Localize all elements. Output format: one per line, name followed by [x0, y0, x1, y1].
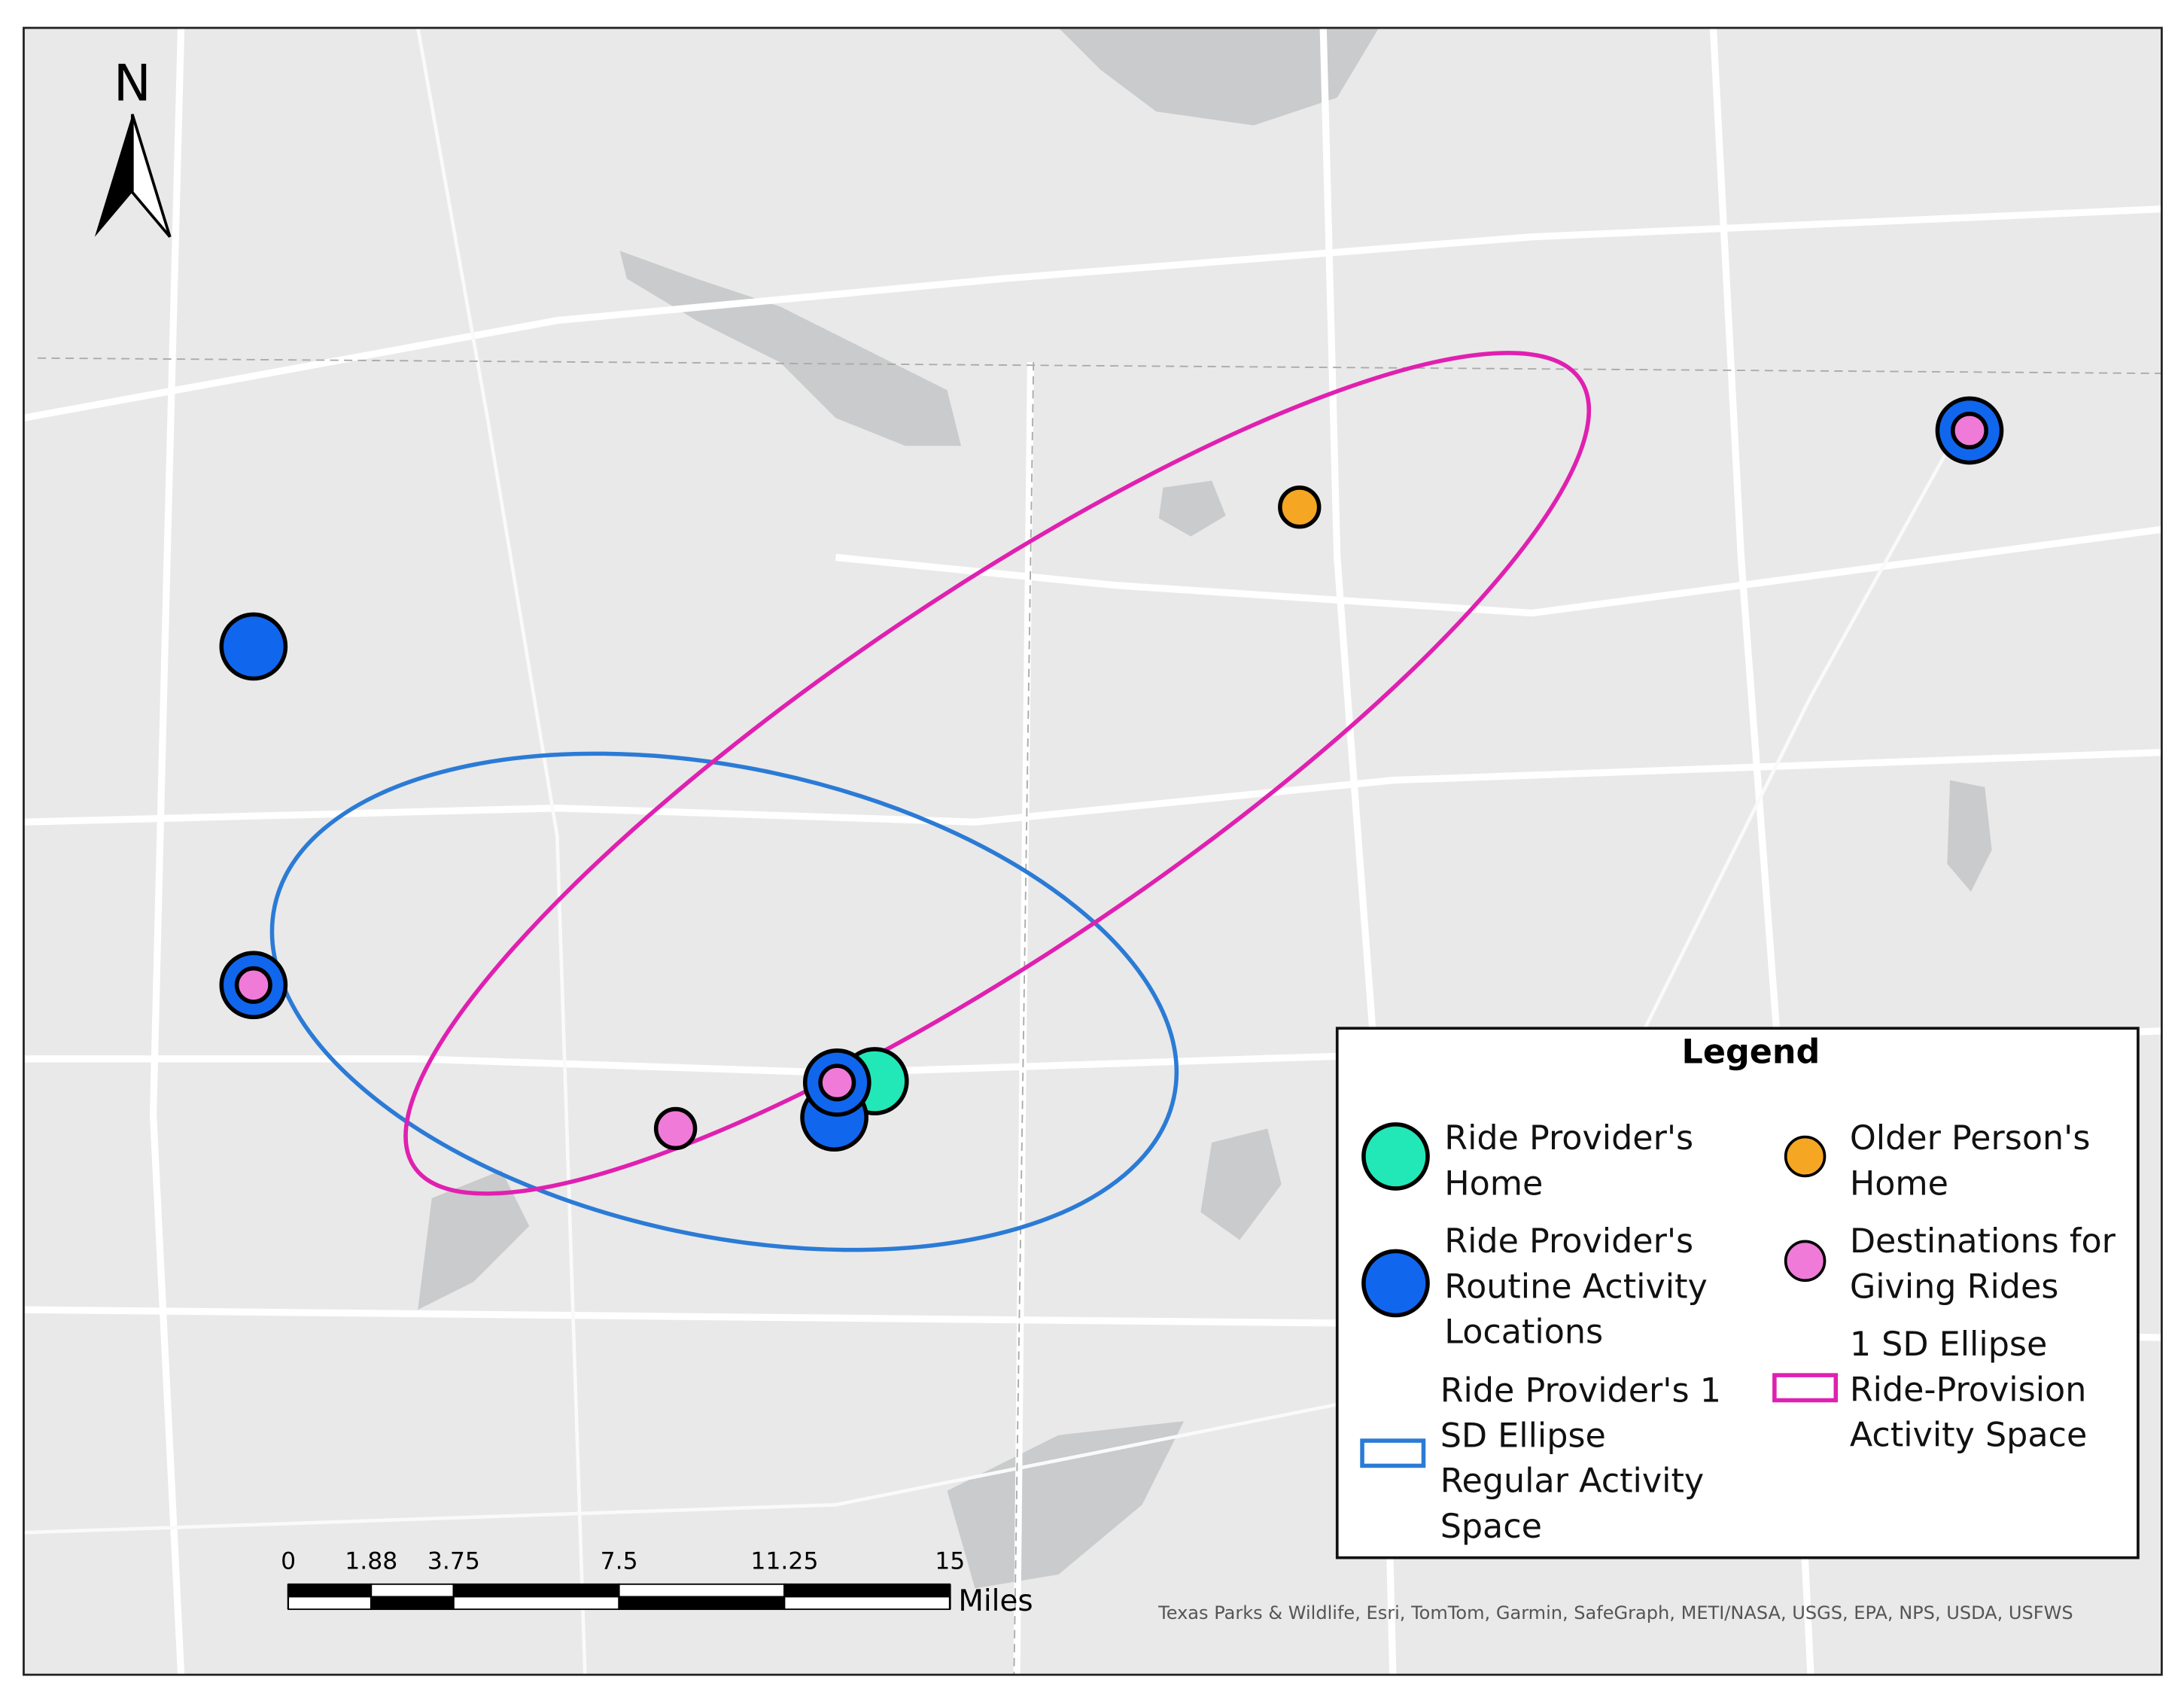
north-arrow: N — [94, 53, 172, 238]
regular-activity-ellipse — [269, 751, 1179, 1252]
routine-location — [219, 612, 288, 681]
scale-segment — [783, 1596, 951, 1611]
legend-label: Activity Space — [1850, 1416, 2087, 1455]
legend-title: Legend — [1682, 1033, 1821, 1071]
map-frame — [23, 26, 2163, 1676]
legend-label: Regular Activity — [1440, 1462, 1704, 1501]
points — [219, 396, 2004, 1152]
scale-segment — [618, 1583, 786, 1598]
scale-unit: Miles — [958, 1584, 1033, 1618]
legend-label: Ride Provider's — [1444, 1222, 1693, 1261]
legend-label: Home — [1444, 1164, 1543, 1203]
scale-tick-label: 15 — [935, 1547, 965, 1575]
ellipses — [269, 351, 1592, 1252]
older-person-home — [1278, 485, 1322, 529]
scale-segment — [452, 1583, 620, 1598]
legend-label: Ride Provider's — [1444, 1119, 1693, 1158]
destination — [818, 1063, 856, 1102]
scale-segment — [370, 1583, 455, 1598]
legend-label: Ride-Provision — [1850, 1371, 2087, 1409]
scale-bar: 0 1.88 3.75 7.5 11.25 15 Miles — [281, 1547, 1033, 1618]
destination — [1950, 412, 1988, 450]
scale-segment — [618, 1596, 786, 1611]
scale-tick-label: 11.25 — [750, 1547, 818, 1575]
destination — [234, 966, 272, 1004]
legend-label: Giving Rides — [1850, 1267, 2059, 1306]
ride-provision-ellipse — [403, 351, 1592, 1196]
legend-label: Older Person's — [1850, 1119, 2091, 1158]
scale-segment — [370, 1596, 455, 1611]
scale-segment — [287, 1596, 373, 1611]
legend-label: Ride Provider's 1 — [1440, 1371, 1721, 1410]
scale-segment — [783, 1583, 951, 1598]
scale-tick-label: 1.88 — [345, 1547, 397, 1575]
legend-label: Home — [1850, 1164, 1948, 1203]
legend: Legend Ride Provider's Home Older Person's… — [1335, 1027, 2140, 1559]
legend-label: Routine Activity — [1444, 1267, 1708, 1306]
destination — [653, 1106, 698, 1151]
legend-label: 1 SD Ellipse — [1850, 1325, 2048, 1364]
scale-tick-label: 0 — [281, 1547, 296, 1575]
scale-tick-label: 3.75 — [427, 1547, 480, 1575]
legend-label: Destinations for — [1850, 1222, 2116, 1261]
scale-segment — [287, 1583, 373, 1598]
north-label: N — [114, 53, 151, 112]
legend-label: Locations — [1444, 1313, 1603, 1352]
attribution: Texas Parks & Wildlife, Esri, TomTom, Ga… — [1157, 1602, 2073, 1623]
legend-label: Space — [1440, 1508, 1542, 1546]
scale-tick-label: 7.5 — [601, 1547, 638, 1575]
scale-segment — [452, 1596, 620, 1611]
legend-label: SD Ellipse — [1440, 1416, 1606, 1455]
